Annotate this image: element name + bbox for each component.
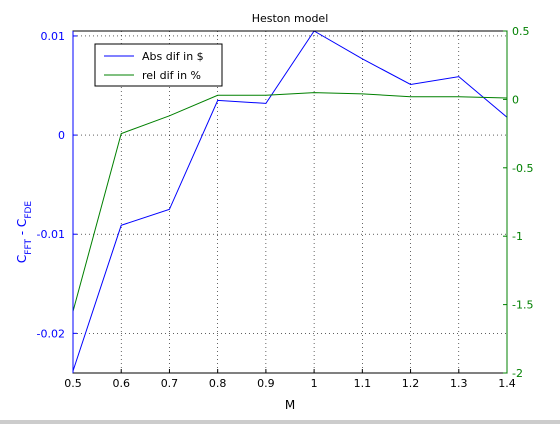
ylabel-base-fde: C xyxy=(15,219,29,227)
ylabel-separator: - xyxy=(15,227,29,239)
right-y-tick-label: 0 xyxy=(512,93,519,106)
x-tick-label: 0.9 xyxy=(257,377,275,390)
legend-box xyxy=(94,43,223,87)
left-y-axis-label: CFFT - CFDE xyxy=(15,201,34,264)
ylabel-sub-fft: FFT xyxy=(24,239,34,255)
legend-label-rel: rel dif in % xyxy=(142,69,201,82)
right-y-tick-label: -1 xyxy=(512,230,523,243)
series-line-abs-dif xyxy=(72,30,508,372)
x-axis-label: M xyxy=(285,398,295,412)
legend-label-abs: Abs dif in $ xyxy=(142,50,204,63)
x-tick-label: 0.7 xyxy=(161,377,179,390)
left-y-tick-label: 0.01 xyxy=(41,30,66,43)
x-tick-label: 1.2 xyxy=(402,377,420,390)
series-line-rel-dif xyxy=(72,92,508,312)
right-y-tick-label: -2 xyxy=(512,367,523,380)
x-tick-label: 0.6 xyxy=(112,377,130,390)
ylabel-sub-fde: FDE xyxy=(24,201,34,219)
ylabel-base-fft: C xyxy=(15,255,29,263)
plot-area-background xyxy=(73,31,507,373)
x-tick-label: 1.4 xyxy=(498,377,516,390)
series-lines xyxy=(72,30,508,372)
left-y-tick-label: 0 xyxy=(58,129,65,142)
x-tick-label: 1 xyxy=(311,377,318,390)
right-y-tick-label: 0.5 xyxy=(512,25,530,38)
right-y-tick-label: -0.5 xyxy=(512,162,533,175)
x-tick-label: 1.3 xyxy=(450,377,468,390)
chart-title: Heston model xyxy=(252,12,329,25)
x-tick-label: 0.8 xyxy=(209,377,227,390)
legend: Abs dif in $ rel dif in % xyxy=(94,43,223,87)
right-y-tick-label: -1.5 xyxy=(512,299,533,312)
left-y-tick-label: -0.02 xyxy=(37,327,65,340)
axes: 0.5 0.6 0.7 0.8 0.9 1 1.1 1.2 1.3 1.4 -0.02 -0.01 0 0… xyxy=(37,25,534,390)
x-tick-label: 0.5 xyxy=(64,377,82,390)
grid-lines xyxy=(73,31,507,373)
x-tick-label: 1.1 xyxy=(354,377,372,390)
left-y-tick-label: -0.01 xyxy=(37,228,65,241)
